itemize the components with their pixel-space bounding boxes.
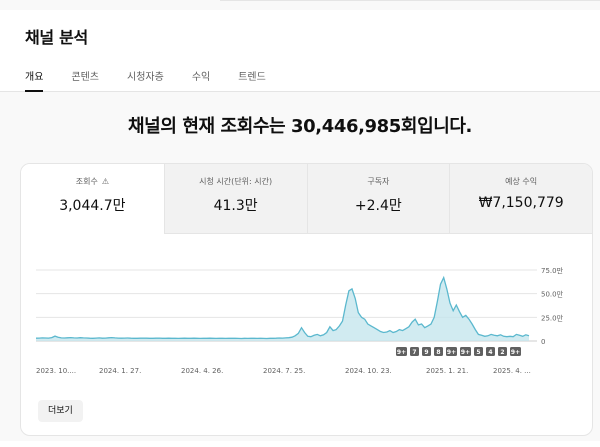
analytics-card: 조회수 ⚠ 3,044.7만 시청 시간(단위: 시간) 41.3만 구독자 +2… bbox=[20, 163, 593, 436]
series-line bbox=[35, 275, 530, 340]
tab-audience[interactable]: 시청자층 bbox=[127, 72, 164, 83]
metric-views[interactable]: 조회수 ⚠ 3,044.7만 bbox=[21, 164, 164, 234]
metric-label: 구독자 bbox=[367, 177, 390, 186]
annotation-marker-label: 9+ bbox=[397, 349, 406, 356]
tab-overview[interactable]: 개요 bbox=[25, 68, 44, 92]
annotation-marker bbox=[510, 347, 521, 356]
more-button[interactable]: 더보기 bbox=[38, 400, 83, 422]
metric-revenue[interactable]: 예상 수익 ₩7,150,779 bbox=[449, 164, 592, 234]
metric-value: 3,044.7만 bbox=[59, 198, 126, 214]
top-edge-strip bbox=[0, 0, 600, 10]
annotation-marker-label: 2 bbox=[500, 349, 504, 356]
page-header: 채널 분석 개요 콘텐츠 시청자층 수익 트렌드 bbox=[0, 10, 600, 92]
metric-value: ₩7,150,779 bbox=[478, 195, 564, 211]
tab-bar: 개요 콘텐츠 시청자층 수익 트렌드 bbox=[25, 68, 294, 92]
tab-revenue[interactable]: 수익 bbox=[191, 72, 211, 83]
metric-label: 시청 시간(단위: 시간) bbox=[199, 177, 273, 186]
metric-value: +2.4만 bbox=[354, 198, 402, 214]
annotation-marker bbox=[446, 347, 457, 356]
y-tick-label: 50.0만 bbox=[541, 290, 564, 299]
x-tick-label: 2023. 10.... bbox=[36, 367, 76, 375]
metric-subscribers[interactable]: 구독자 +2.4만 bbox=[306, 164, 450, 234]
annotation-marker bbox=[434, 347, 443, 356]
annotation-marker-label: 5 bbox=[476, 349, 480, 356]
annotation-marker bbox=[486, 347, 495, 356]
headline-value: 30,446,985 bbox=[291, 116, 401, 137]
annotation-marker-label: 4 bbox=[488, 349, 492, 356]
metric-tabs: 조회수 ⚠ 3,044.7만 시청 시간(단위: 시간) 41.3만 구독자 +2… bbox=[21, 164, 592, 234]
metric-watch-time[interactable]: 시청 시간(단위: 시간) 41.3만 bbox=[163, 164, 307, 234]
metric-value: 41.3만 bbox=[213, 198, 258, 214]
y-tick-label: 0 bbox=[541, 338, 545, 346]
x-tick-label: 2025. 1. 21. bbox=[426, 367, 468, 375]
series-area bbox=[36, 277, 529, 341]
x-tick-label: 2024. 4. 26. bbox=[181, 367, 223, 375]
x-tick-label: 2025. 4. ... bbox=[493, 367, 531, 375]
annotation-marker-label: 9 bbox=[424, 349, 428, 356]
y-tick-label: 75.0만 bbox=[541, 266, 564, 275]
tab-trends[interactable]: 트렌드 bbox=[238, 72, 266, 83]
annotation-marker bbox=[498, 347, 507, 356]
annotation-marker-label: 9+ bbox=[447, 349, 456, 356]
annotation-marker bbox=[422, 347, 431, 356]
annotation-marker bbox=[474, 347, 483, 356]
views-headline: 채널의 현재 조회수는 30,446,985회입니다. bbox=[0, 112, 600, 138]
annotation-marker-label: 9+ bbox=[511, 349, 520, 356]
headline-suffix: 회입니다. bbox=[400, 116, 472, 137]
bottom-edge-strip bbox=[0, 441, 600, 447]
views-chart[interactable]: 75.0만 50.0만 25.0만 0 2023. 10.... 2024. 1. 27.… bbox=[21, 234, 593, 384]
tab-content[interactable]: 콘텐츠 bbox=[71, 72, 100, 83]
metric-label: 예상 수익 bbox=[505, 177, 538, 186]
warning-icon: ⚠ bbox=[101, 177, 109, 186]
annotation-marker bbox=[396, 347, 407, 356]
annotation-marker-label: 7 bbox=[412, 349, 416, 356]
x-tick-label: 2024. 7. 25. bbox=[263, 367, 305, 375]
annotation-marker-label: 8 bbox=[436, 349, 440, 356]
x-tick-label: 2024. 1. 27. bbox=[99, 367, 141, 375]
headline-prefix: 채널의 현재 조회수는 bbox=[128, 116, 292, 137]
annotation-marker bbox=[410, 347, 419, 356]
annotation-marker bbox=[460, 347, 471, 356]
annotation-marker-label: 9+ bbox=[461, 349, 470, 356]
y-tick-label: 25.0만 bbox=[541, 313, 564, 322]
x-tick-label: 2024. 10. 23. bbox=[345, 367, 392, 375]
metric-label: 조회수 bbox=[75, 177, 98, 186]
page-title: 채널 분석 bbox=[25, 28, 88, 47]
